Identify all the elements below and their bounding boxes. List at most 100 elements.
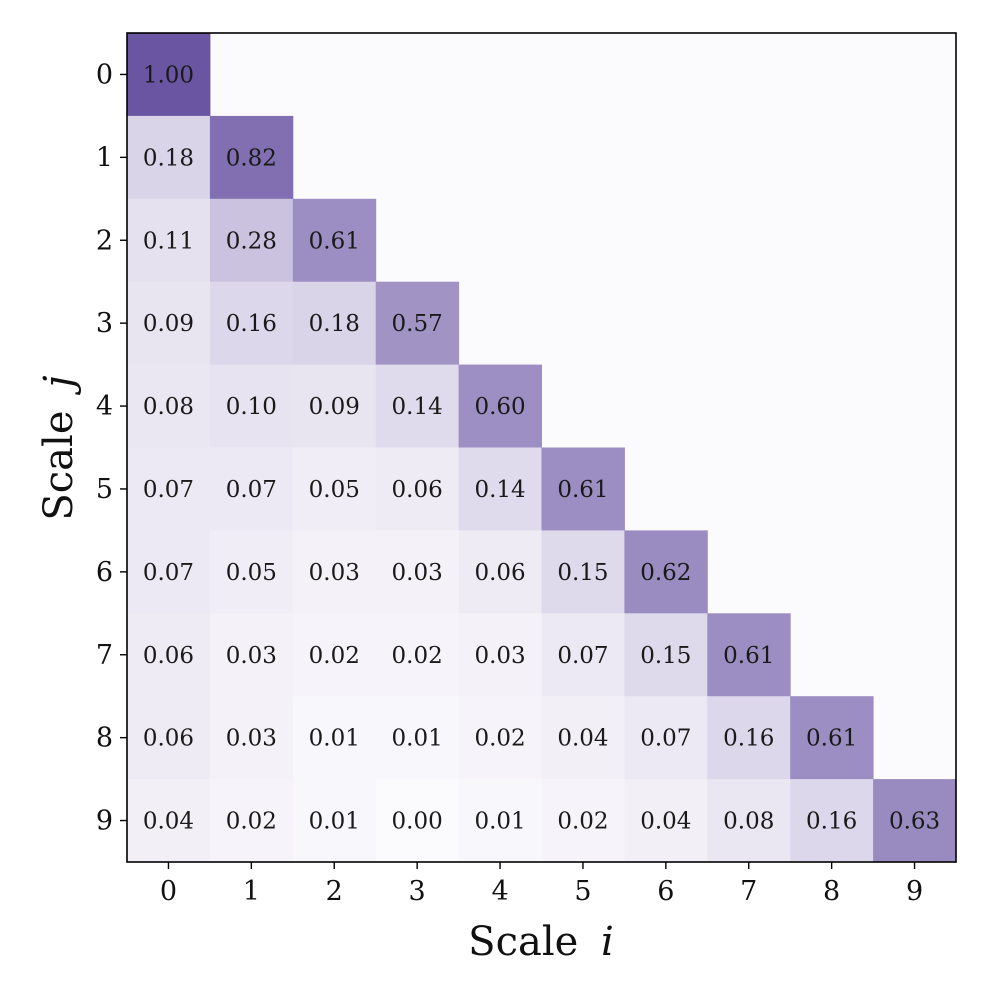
cell-value-r2-c1: 0.28 xyxy=(226,228,277,254)
cell-value-r4-c3: 0.14 xyxy=(392,394,443,420)
x-tick-label-4: 4 xyxy=(491,876,508,907)
cell-value-r5-c1: 0.07 xyxy=(226,477,277,503)
heatmap-cell-r8-c4 xyxy=(458,696,542,780)
cell-value-r6-c4: 0.06 xyxy=(474,560,525,586)
heatmap-cell-r9-c5 xyxy=(541,779,625,863)
cell-value-r8-c4: 0.02 xyxy=(474,726,525,752)
heatmap-cell-r4-c4 xyxy=(458,364,542,448)
cell-value-r7-c7: 0.61 xyxy=(723,643,774,669)
cell-value-r8-c6: 0.07 xyxy=(640,726,691,752)
cell-value-r6-c6: 0.62 xyxy=(640,560,691,586)
heatmap-cell-r8-c8 xyxy=(790,696,874,780)
x-axis-ticks: 0 1 2 3 4 5 6 7 8 9 xyxy=(160,862,923,907)
heatmap-cell-r4-c2 xyxy=(292,364,377,448)
heatmap-cell-r3-c3 xyxy=(375,281,460,366)
cell-value-r7-c0: 0.06 xyxy=(143,643,194,669)
heatmap-cell-r6-c6 xyxy=(624,530,708,614)
cell-value-r2-c2: 0.61 xyxy=(309,228,360,254)
x-axis-label-text: Scale xyxy=(468,919,578,965)
cell-value-r4-c2: 0.09 xyxy=(309,394,360,420)
heatmap-cell-r9-c2 xyxy=(292,779,377,863)
cell-value-r3-c0: 0.09 xyxy=(143,311,194,337)
cell-value-r2-c0: 0.11 xyxy=(143,228,194,254)
heatmap-cell-r6-c3 xyxy=(375,530,460,614)
cell-value-r8-c5: 0.04 xyxy=(557,726,608,752)
cell-value-r6-c5: 0.15 xyxy=(557,560,608,586)
cell-value-r6-c0: 0.07 xyxy=(143,560,194,586)
heatmap-cell-r2-c1 xyxy=(209,198,294,283)
heatmap-cell-r9-c7 xyxy=(707,779,791,863)
heatmap-cell-r7-c1 xyxy=(209,613,294,697)
cell-value-r8-c7: 0.16 xyxy=(723,726,774,752)
cell-value-r9-c9: 0.63 xyxy=(889,809,940,835)
cell-value-r7-c2: 0.02 xyxy=(309,643,360,669)
heatmap-cells xyxy=(127,33,957,863)
cell-value-r1-c1: 0.82 xyxy=(226,145,277,171)
cell-value-r1-c0: 0.18 xyxy=(143,145,194,171)
cell-value-r3-c2: 0.18 xyxy=(309,311,360,337)
cell-value-r5-c0: 0.07 xyxy=(143,477,194,503)
cell-value-r8-c0: 0.06 xyxy=(143,726,194,752)
heatmap-cell-r9-c9 xyxy=(873,779,957,863)
cell-value-r6-c2: 0.03 xyxy=(309,560,360,586)
cell-value-r7-c4: 0.03 xyxy=(474,643,525,669)
plot-frame xyxy=(126,32,957,863)
cell-value-r3-c1: 0.16 xyxy=(226,311,277,337)
y-tick-label-1: 1 xyxy=(96,142,113,173)
heatmap-cell-r4-c1 xyxy=(209,364,294,448)
x-axis-label-variable: i xyxy=(601,919,614,965)
heatmap-cell-r7-c3 xyxy=(375,613,460,697)
cell-value-r9-c0: 0.04 xyxy=(143,809,194,835)
heatmap-cell-r5-c3 xyxy=(375,447,460,531)
x-tick-label-0: 0 xyxy=(160,876,177,907)
cell-value-r9-c8: 0.16 xyxy=(806,809,857,835)
x-tick-label-9: 9 xyxy=(906,876,923,907)
cell-value-r8-c3: 0.01 xyxy=(392,726,443,752)
heatmap-cell-r6-c1 xyxy=(209,530,294,614)
x-tick-label-2: 2 xyxy=(326,876,343,907)
y-tick-label-7: 7 xyxy=(96,640,113,671)
heatmap-cell-r6-c2 xyxy=(292,530,377,614)
cell-value-r4-c0: 0.08 xyxy=(143,394,194,420)
x-tick-label-7: 7 xyxy=(740,876,757,907)
y-tick-label-3: 3 xyxy=(96,308,113,339)
heatmap-cell-r4-c3 xyxy=(375,364,460,448)
heatmap-cell-r8-c5 xyxy=(541,696,625,780)
x-tick-label-1: 1 xyxy=(243,876,260,907)
y-axis-label-text: Scale xyxy=(36,411,82,521)
heatmap-cell-r7-c2 xyxy=(292,613,377,697)
cell-value-r9-c7: 0.08 xyxy=(723,809,774,835)
heatmap-cell-r5-c2 xyxy=(292,447,377,531)
heatmap-cell-r8-c7 xyxy=(707,696,791,780)
x-tick-label-5: 5 xyxy=(574,876,591,907)
heatmap-cell-r7-c5 xyxy=(541,613,625,697)
heatmap-cell-r0-c0 xyxy=(127,33,211,117)
heatmap-cell-r2-c0 xyxy=(127,198,211,283)
cell-value-r8-c8: 0.61 xyxy=(806,726,857,752)
cell-value-r8-c2: 0.01 xyxy=(309,726,360,752)
heatmap-cell-r6-c0 xyxy=(127,530,211,614)
y-tick-label-4: 4 xyxy=(96,391,113,422)
heatmap-cell-r5-c1 xyxy=(209,447,294,531)
x-tick-label-8: 8 xyxy=(823,876,840,907)
heatmap-cell-r7-c4 xyxy=(458,613,542,697)
cell-value-r5-c2: 0.05 xyxy=(309,477,360,503)
heatmap-cell-r7-c7 xyxy=(707,613,791,697)
cell-value-r3-c3: 0.57 xyxy=(392,311,443,337)
heatmap-cell-labels: 1.00 0.18 0.82 0.11 0.28 0.61 0.09 0.16 0.18 0.57… xyxy=(143,62,940,834)
cell-value-r7-c1: 0.03 xyxy=(226,643,277,669)
cell-value-r8-c1: 0.03 xyxy=(226,726,277,752)
y-axis-label-variable: j xyxy=(36,375,82,395)
heatmap-cell-r6-c4 xyxy=(458,530,542,614)
heatmap-cell-r1-c1 xyxy=(209,115,294,200)
heatmap-cell-r4-c0 xyxy=(127,364,211,448)
heatmap-cell-r2-c2 xyxy=(292,198,377,283)
heatmap-cell-r3-c0 xyxy=(127,281,211,366)
x-tick-label-3: 3 xyxy=(409,876,426,907)
heatmap-cell-r1-c0 xyxy=(127,115,211,200)
y-tick-label-8: 8 xyxy=(96,723,113,754)
heatmap-cell-r3-c1 xyxy=(209,281,294,366)
y-axis-label: Scale j xyxy=(36,375,82,520)
cell-value-r5-c5: 0.61 xyxy=(557,477,608,503)
